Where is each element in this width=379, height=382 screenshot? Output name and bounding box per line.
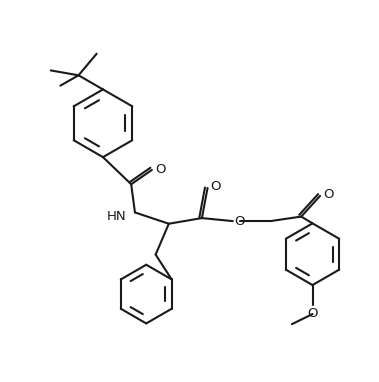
Text: O: O <box>235 215 245 228</box>
Text: O: O <box>323 188 334 201</box>
Text: O: O <box>211 180 221 193</box>
Text: O: O <box>155 163 165 176</box>
Text: O: O <box>307 307 318 320</box>
Text: HN: HN <box>107 210 127 223</box>
